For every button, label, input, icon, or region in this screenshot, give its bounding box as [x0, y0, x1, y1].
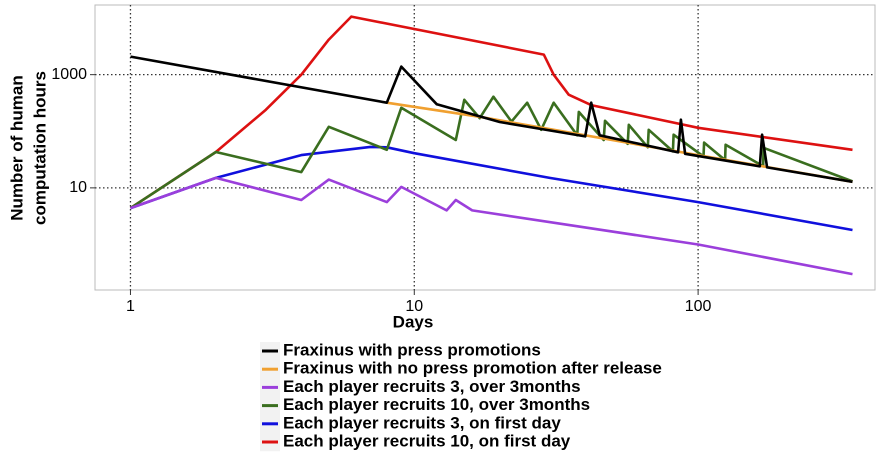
legend-label: Each player recruits 10, over 3months — [283, 395, 590, 414]
legend-label: Each player recruits 3, over 3months — [283, 377, 581, 396]
plot-area — [94, 4, 876, 291]
x-tick-label: 10 — [405, 298, 423, 315]
y-tick-label: 10 — [69, 179, 87, 196]
y-axis-label: Number of human — [7, 75, 26, 220]
legend-label: Each player recruits 10, on first day — [283, 431, 571, 450]
y-tick-label: 1000 — [51, 66, 87, 83]
series-line — [129, 95, 853, 210]
legend-label: Fraxinus with press promotions — [283, 340, 541, 359]
series-line — [130, 55, 853, 184]
x-tick-label: 1 — [126, 298, 135, 315]
x-axis-label: Days — [393, 312, 434, 331]
y-axis-label: computation hours — [30, 71, 49, 225]
x-tick-label: 100 — [685, 298, 712, 315]
legend-label: Fraxinus with no press promotion after r… — [283, 359, 662, 378]
legend-label: Each player recruits 3, on first day — [283, 413, 561, 432]
legend-key-background — [260, 342, 280, 452]
series-line — [129, 15, 853, 210]
series-line — [130, 176, 853, 276]
